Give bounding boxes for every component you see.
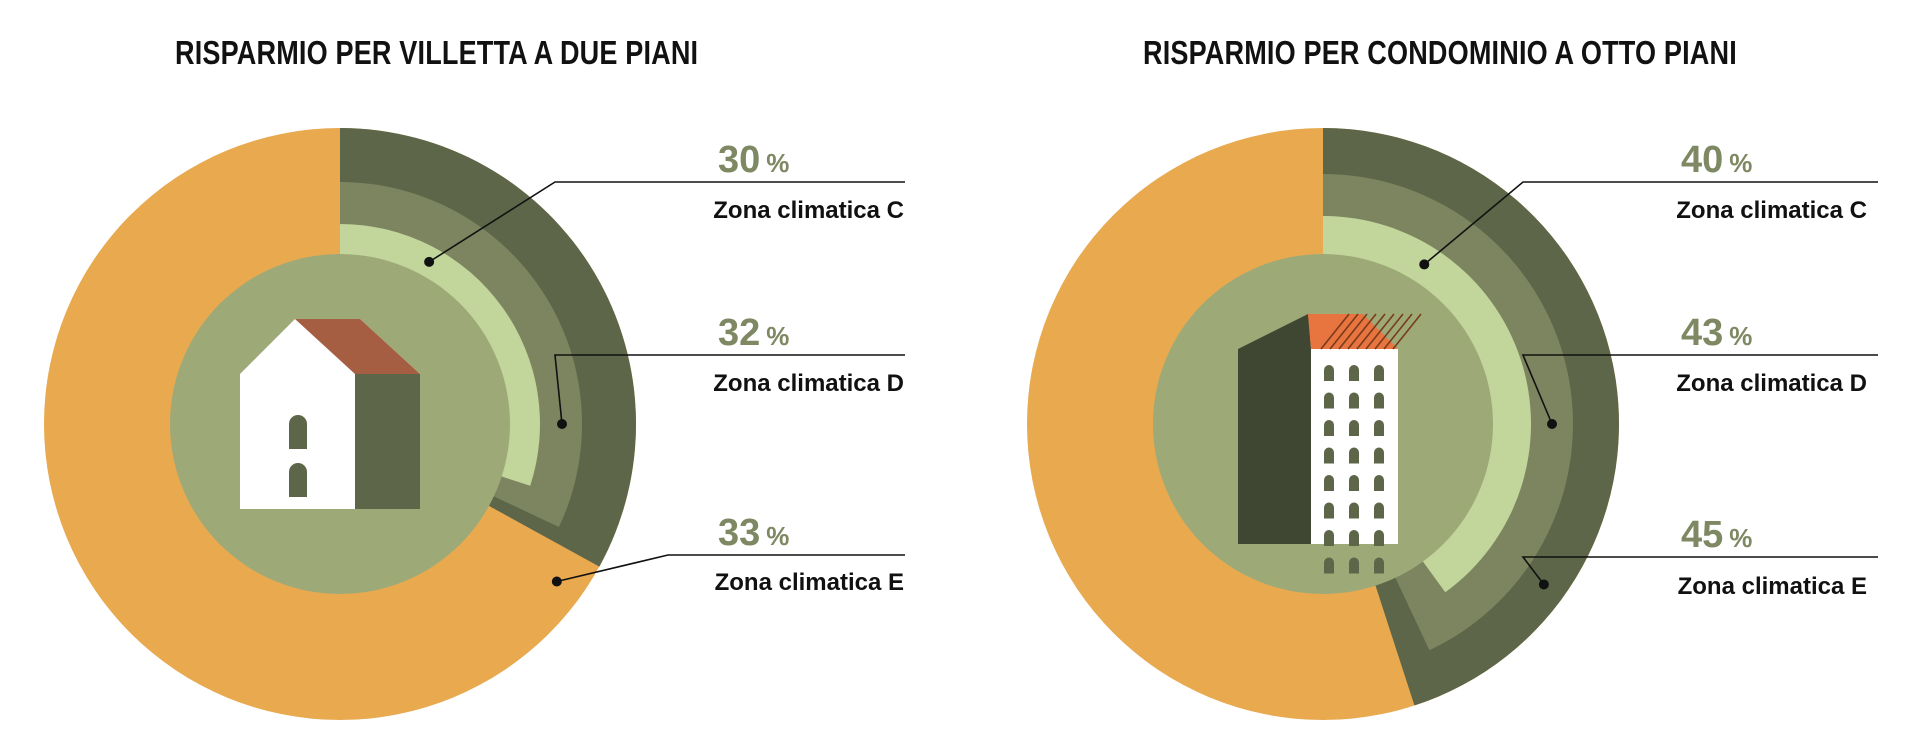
radial-chart-villetta: 30 % Zona climatica C 32 % Zona climatica D 33…	[44, 128, 905, 720]
leader-dot	[1538, 579, 1549, 590]
zone-label: Zona climatica E	[1678, 573, 1867, 600]
value-label: 40%	[1681, 139, 1752, 181]
chart-panel-villetta: RISPARMIO PER VILLETTA A DUE PIANI 30% Zo…	[44, 34, 905, 720]
chart-panel-condominio: RISPARMIO PER CONDOMINIO A OTTO PIANI 40…	[960, 0, 1920, 733]
leader-dot	[1547, 419, 1557, 429]
leader-line	[1423, 181, 1878, 266]
chart-title: RISPARMIO PER CONDOMINIO A OTTO PIANI	[1143, 34, 1737, 71]
zone-label: Zona climatica C	[713, 197, 904, 224]
house-icon	[240, 319, 420, 509]
value-label: 43%	[1681, 312, 1752, 354]
leader-line	[554, 354, 905, 425]
leader-line	[556, 554, 905, 583]
leader-line	[428, 181, 905, 263]
zone-label: Zona climatica E	[715, 569, 904, 596]
leader-line	[1521, 354, 1878, 425]
value-label: 45%	[1681, 514, 1752, 556]
zone-label: Zona climatica D	[713, 370, 904, 397]
leader-dot	[551, 576, 562, 587]
apartment-building-icon	[1238, 313, 1422, 574]
zone-label: Zona climatica D	[1676, 370, 1867, 397]
chart-title: RISPARMIO PER VILLETTA A DUE PIANI	[175, 34, 699, 71]
leader-dot	[557, 419, 567, 429]
value-label: 32%	[718, 312, 789, 354]
zone-label: Zona climatica C	[1676, 197, 1867, 224]
leader-line	[1521, 556, 1878, 585]
radial-chart-condominio: 40 % Zona climatica C 43 % Zona climatica D 45…	[1027, 128, 1878, 720]
value-label: 33%	[718, 512, 789, 554]
leader-dot	[1419, 259, 1430, 270]
leader-dot	[424, 256, 435, 267]
value-label: 30%	[718, 139, 789, 181]
